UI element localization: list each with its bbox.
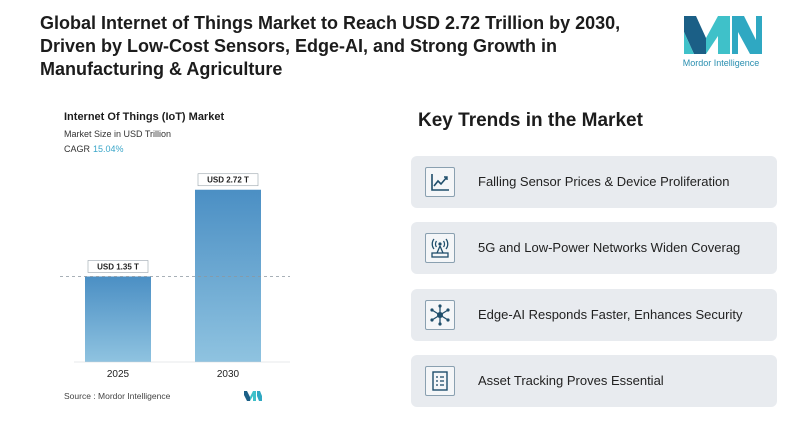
bar-chart: USD 1.35 T 2025 USD 2.72 T 2030: [60, 173, 290, 380]
trend-label: Falling Sensor Prices & Device Prolifera…: [478, 174, 730, 189]
source-line: Source : Mordor Intelligence: [64, 391, 170, 401]
trend-card-3: Edge-AI Responds Faster, Enhances Securi…: [411, 289, 777, 341]
bar-2030: [195, 189, 261, 362]
bar-2025: [85, 276, 151, 362]
trend-label: 5G and Low-Power Networks Widen Coverag: [478, 240, 741, 255]
checklist-icon: [425, 366, 455, 396]
chart-title: Internet Of Things (IoT) Market: [64, 111, 225, 123]
trend-card-1: Falling Sensor Prices & Device Prolifera…: [411, 156, 777, 208]
cagr-value: 15.04%: [93, 144, 124, 154]
cagr: CAGR 15.04%: [64, 144, 124, 154]
chart-subtitle: Market Size in USD Trillion: [64, 129, 172, 139]
trend-card-2: 5G and Low-Power Networks Widen Coverag: [411, 222, 777, 274]
antenna-tower-icon: [425, 233, 455, 263]
trend-line-chart-icon: [425, 167, 455, 197]
trend-label: Asset Tracking Proves Essential: [478, 373, 664, 388]
trend-card-4: Asset Tracking Proves Essential: [411, 355, 777, 407]
mordor-logo-icon: [684, 16, 762, 54]
x-tick-2030: 2030: [217, 369, 240, 380]
network-hub-icon: [425, 300, 455, 330]
brand-logo: Mordor Intelligence: [676, 14, 766, 74]
cagr-label: CAGR: [64, 144, 91, 154]
data-label-2025: USD 1.35 T: [97, 263, 139, 272]
small-logo-icon: [244, 391, 262, 401]
x-tick-2025: 2025: [107, 369, 130, 380]
brand-name: Mordor Intelligence: [682, 58, 760, 68]
data-label-box: [87, 260, 149, 273]
source-name: Mordor Intelligence: [98, 391, 171, 401]
headline: Global Internet of Things Market to Reac…: [40, 13, 621, 79]
trend-label: Edge-AI Responds Faster, Enhances Securi…: [478, 307, 743, 322]
data-label-box: [197, 173, 259, 187]
data-label-2030: USD 2.72 T: [207, 176, 249, 185]
source-label: Source :: [64, 391, 96, 401]
key-trends-title: Key Trends in the Market: [418, 110, 643, 131]
